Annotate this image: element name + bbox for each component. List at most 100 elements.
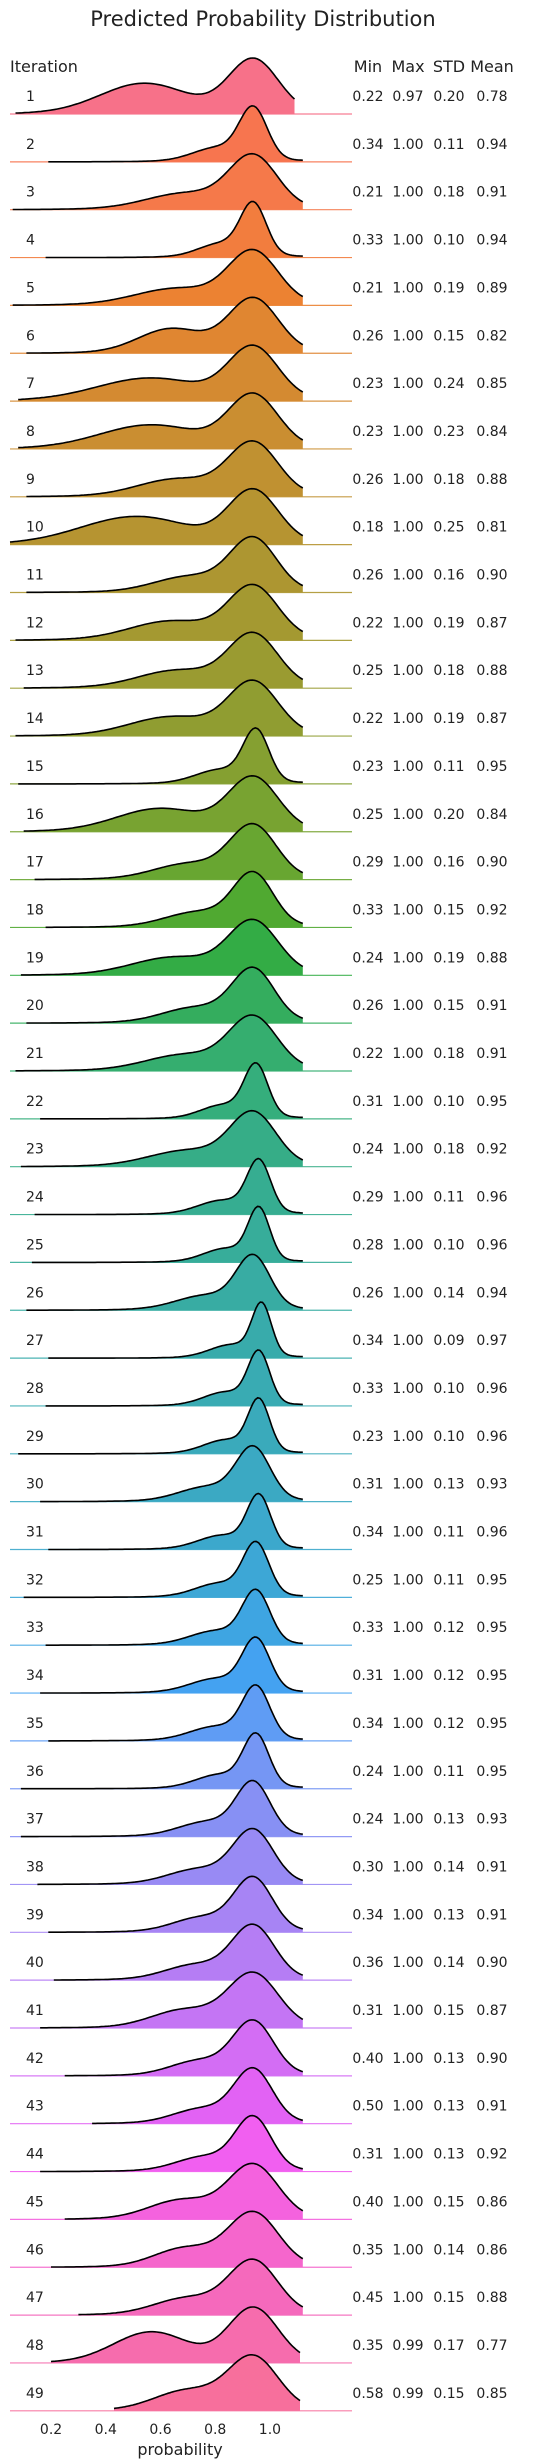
ridge-row: 46 0.35 1.00 0.14 0.86	[10, 2210, 508, 2268]
ridge-row: 31 0.34 1.00 0.11 0.96	[10, 1492, 508, 1551]
iteration-label: 41	[26, 2003, 44, 2019]
stat-max: 1.00	[392, 1333, 423, 1349]
stat-min: 0.23	[352, 759, 383, 775]
stat-std: 0.09	[433, 1333, 464, 1349]
ridge-row: 14 0.22 1.00 0.19 0.87	[10, 679, 508, 737]
stat-max: 1.00	[392, 1812, 423, 1828]
stat-max: 1.00	[392, 807, 423, 823]
iteration-label: 34	[26, 1668, 44, 1684]
stat-std: 0.23	[433, 424, 464, 440]
ridge-area	[40, 1445, 303, 1502]
stat-std: 0.24	[433, 376, 464, 392]
ridge-outline	[20, 1731, 303, 1790]
stat-max: 1.00	[392, 1142, 423, 1158]
ridge-outline	[113, 2354, 301, 2410]
stat-std: 0.16	[433, 568, 464, 584]
stat-mean: 0.95	[476, 1094, 507, 1110]
stat-std: 0.13	[433, 1812, 464, 1828]
stat-min: 0.22	[352, 1046, 383, 1062]
iteration-label: 22	[26, 1094, 44, 1110]
x-tick-label: 0.8	[204, 2422, 226, 2438]
iteration-label: 21	[26, 1046, 44, 1062]
ridge-area	[48, 1876, 303, 1933]
ridge-outline	[45, 200, 303, 259]
stat-max: 1.00	[392, 950, 423, 966]
ridge-area	[23, 1541, 303, 1598]
ridge-area	[20, 919, 303, 976]
ridge-area	[53, 1924, 303, 1981]
ridge-row: 41 0.31 1.00 0.15 0.87	[10, 1971, 508, 2029]
stat-max: 1.00	[392, 424, 423, 440]
ridge-area	[45, 1350, 303, 1406]
stat-min: 0.23	[352, 1429, 383, 1445]
stat-min: 0.40	[352, 2051, 383, 2067]
x-tick-label: 0.6	[149, 2422, 171, 2438]
stat-max: 1.00	[392, 2290, 423, 2306]
ridge-area	[23, 632, 303, 689]
stat-max: 1.00	[392, 1094, 423, 1110]
stat-header-max: Max	[391, 57, 424, 76]
ridge-row: 33 0.33 1.00 0.12 0.95	[10, 1588, 508, 1646]
ridge-outline	[40, 2114, 303, 2173]
stat-std: 0.10	[433, 1094, 464, 1110]
stat-min: 0.25	[352, 807, 383, 823]
stat-max: 1.00	[392, 855, 423, 871]
ridge-row: 44 0.31 1.00 0.13 0.92	[10, 2114, 508, 2173]
stat-mean: 0.94	[476, 1285, 507, 1301]
iteration-label: 43	[26, 2099, 44, 2115]
iteration-label: 1	[26, 89, 35, 105]
ridge-area	[26, 536, 303, 593]
ridge-row: 20 0.26 1.00 0.15 0.91	[10, 966, 508, 1024]
ridge-area	[10, 488, 303, 545]
stat-mean: 0.89	[476, 280, 507, 296]
stat-min: 0.33	[352, 1620, 383, 1636]
iteration-label: 6	[26, 328, 35, 344]
stat-mean: 0.88	[476, 950, 507, 966]
stat-mean: 0.91	[476, 2099, 507, 2115]
stat-min: 0.33	[352, 902, 383, 918]
iteration-label: 12	[26, 615, 44, 631]
stat-min: 0.35	[352, 2338, 383, 2354]
stat-min: 0.22	[352, 615, 383, 631]
iteration-label: 4	[26, 233, 35, 249]
ridge-area	[51, 2307, 300, 2363]
stat-min: 0.31	[352, 1668, 383, 1684]
stat-mean: 0.96	[476, 1525, 507, 1541]
stat-mean: 0.88	[476, 472, 507, 488]
ridge-outline	[26, 966, 304, 1024]
stat-max: 1.00	[392, 1190, 423, 1206]
ridge-area	[18, 727, 303, 784]
iteration-label: 23	[26, 1142, 44, 1158]
ridge-row: 8 0.23 1.00 0.23 0.84	[10, 392, 508, 450]
stat-mean: 0.95	[476, 1572, 507, 1588]
ridge-row: 19 0.24 1.00 0.19 0.88	[10, 918, 508, 976]
ridge-outline	[78, 2258, 304, 2316]
stat-mean: 0.92	[476, 1142, 507, 1158]
stat-min: 0.31	[352, 1094, 383, 1110]
stat-min: 0.22	[352, 711, 383, 727]
ridge-row: 6 0.26 1.00 0.15 0.82	[10, 296, 508, 354]
iteration-label: 40	[26, 1955, 44, 1971]
stat-max: 1.00	[392, 1620, 423, 1636]
stat-min: 0.31	[352, 1477, 383, 1493]
stat-max: 1.00	[392, 1381, 423, 1397]
iteration-label: 42	[26, 2051, 44, 2067]
stat-max: 1.00	[392, 1046, 423, 1062]
iteration-label: 15	[26, 759, 44, 775]
stat-std: 0.14	[433, 1285, 464, 1301]
ridge-area	[45, 201, 303, 258]
stat-min: 0.34	[352, 1333, 383, 1349]
stat-mean: 0.91	[476, 1907, 507, 1923]
iteration-label: 8	[26, 424, 35, 440]
stat-max: 1.00	[392, 663, 423, 679]
stat-max: 1.00	[392, 568, 423, 584]
stat-std: 0.14	[433, 2242, 464, 2258]
stat-max: 1.00	[392, 902, 423, 918]
iteration-label: 17	[26, 855, 44, 871]
ridge-area	[51, 2211, 303, 2268]
ridge-area	[34, 823, 303, 880]
ridge-row: 1 0.22 0.97 0.20 0.78	[10, 57, 508, 115]
stat-max: 1.00	[392, 233, 423, 249]
stat-min: 0.35	[352, 2242, 383, 2258]
